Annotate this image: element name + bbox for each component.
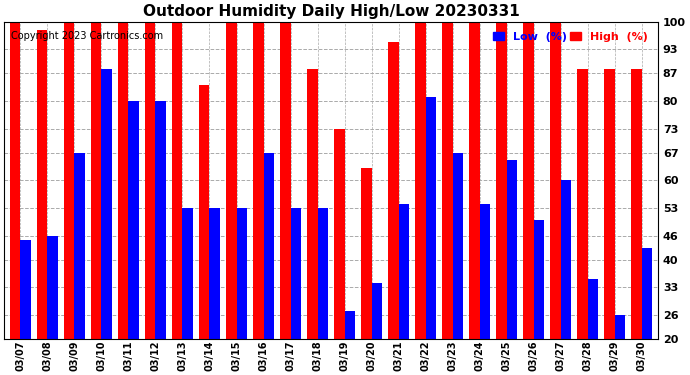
Bar	[226, 22, 237, 339]
Bar	[335, 129, 344, 339]
Bar	[307, 69, 317, 339]
Bar	[145, 22, 155, 339]
Bar	[10, 22, 21, 339]
Bar	[253, 22, 264, 339]
Bar	[37, 30, 48, 339]
Legend: Low  (%), High  (%): Low (%), High (%)	[489, 27, 653, 46]
Bar	[615, 315, 625, 339]
Bar	[155, 101, 166, 339]
Bar	[561, 180, 571, 339]
Bar	[118, 22, 128, 339]
Bar	[317, 208, 328, 339]
Bar	[372, 284, 382, 339]
Bar	[588, 279, 598, 339]
Bar	[426, 97, 436, 339]
Bar	[172, 22, 182, 339]
Bar	[210, 208, 219, 339]
Bar	[362, 168, 372, 339]
Bar	[496, 22, 506, 339]
Bar	[344, 311, 355, 339]
Bar	[237, 208, 247, 339]
Bar	[128, 101, 139, 339]
Bar	[480, 204, 490, 339]
Bar	[280, 22, 290, 339]
Title: Outdoor Humidity Daily High/Low 20230331: Outdoor Humidity Daily High/Low 20230331	[143, 4, 520, 19]
Bar	[388, 42, 399, 339]
Bar	[506, 160, 517, 339]
Bar	[631, 69, 642, 339]
Bar	[524, 22, 533, 339]
Bar	[415, 22, 426, 339]
Bar	[604, 69, 615, 339]
Bar	[290, 208, 301, 339]
Bar	[533, 220, 544, 339]
Bar	[91, 22, 101, 339]
Bar	[75, 153, 85, 339]
Bar	[182, 208, 193, 339]
Bar	[101, 69, 112, 339]
Bar	[578, 69, 588, 339]
Bar	[453, 153, 463, 339]
Text: Copyright 2023 Cartronics.com: Copyright 2023 Cartronics.com	[11, 31, 163, 41]
Bar	[642, 248, 652, 339]
Bar	[64, 22, 75, 339]
Bar	[48, 236, 58, 339]
Bar	[551, 22, 561, 339]
Bar	[21, 240, 30, 339]
Bar	[469, 22, 480, 339]
Bar	[264, 153, 274, 339]
Bar	[199, 85, 210, 339]
Bar	[442, 22, 453, 339]
Bar	[399, 204, 409, 339]
